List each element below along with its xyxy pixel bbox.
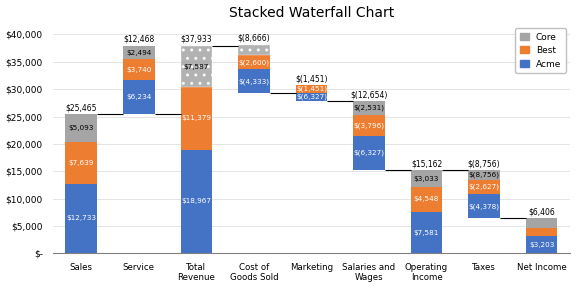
- Bar: [411, 212, 442, 253]
- Text: $(6,327): $(6,327): [354, 150, 385, 156]
- Text: $12,468: $12,468: [123, 35, 154, 44]
- Legend: Core, Best, Acme: Core, Best, Acme: [515, 28, 566, 73]
- Bar: [66, 114, 97, 142]
- Bar: [526, 218, 558, 228]
- Text: $6,406: $6,406: [528, 207, 555, 216]
- Bar: [526, 236, 558, 253]
- Text: $15,162: $15,162: [411, 160, 442, 168]
- Title: Stacked Waterfall Chart: Stacked Waterfall Chart: [229, 5, 394, 20]
- Bar: [238, 45, 270, 55]
- Text: $(4,333): $(4,333): [238, 78, 270, 85]
- Text: $2,494: $2,494: [126, 50, 151, 56]
- Text: $25,465: $25,465: [66, 103, 97, 112]
- Text: $(2,627): $(2,627): [468, 184, 499, 190]
- Text: $37,933: $37,933: [180, 35, 212, 44]
- Text: $11,379: $11,379: [181, 115, 211, 122]
- Bar: [295, 93, 327, 101]
- Bar: [180, 149, 212, 253]
- Text: $(3,796): $(3,796): [354, 122, 385, 129]
- Text: $(8,756): $(8,756): [468, 160, 501, 168]
- Bar: [66, 142, 97, 184]
- Bar: [180, 87, 212, 149]
- Text: $7,639: $7,639: [69, 160, 94, 166]
- Text: $(8,756): $(8,756): [468, 172, 499, 178]
- Text: $3,740: $3,740: [126, 67, 151, 73]
- Text: $(8,666): $(8,666): [237, 34, 270, 43]
- Bar: [411, 187, 442, 212]
- Bar: [66, 184, 97, 253]
- Text: $(6,327): $(6,327): [296, 94, 327, 101]
- Text: $4,548: $4,548: [414, 196, 439, 202]
- Text: $5,093: $5,093: [69, 125, 94, 131]
- Bar: [123, 80, 155, 114]
- Text: $(1,451): $(1,451): [296, 86, 327, 92]
- Bar: [123, 59, 155, 80]
- Bar: [238, 55, 270, 69]
- Text: $18,967: $18,967: [181, 198, 211, 204]
- Text: $7,581: $7,581: [414, 230, 439, 236]
- Bar: [180, 46, 212, 87]
- Bar: [353, 136, 385, 170]
- Text: $12,733: $12,733: [66, 215, 96, 221]
- Bar: [468, 180, 500, 194]
- Text: $(2,531): $(2,531): [354, 105, 385, 111]
- Bar: [353, 101, 385, 115]
- Bar: [123, 46, 155, 59]
- Text: $(4,378): $(4,378): [468, 203, 499, 210]
- Bar: [353, 115, 385, 136]
- Bar: [295, 85, 327, 93]
- Text: $3,203: $3,203: [529, 242, 554, 248]
- Text: $6,234: $6,234: [126, 94, 151, 100]
- Text: $(1,451): $(1,451): [295, 74, 328, 83]
- Text: $(12,654): $(12,654): [350, 90, 388, 99]
- Bar: [238, 69, 270, 93]
- Text: $(2,600): $(2,600): [238, 59, 270, 66]
- Text: $7,587: $7,587: [184, 64, 209, 69]
- Text: $3,033: $3,033: [414, 176, 439, 182]
- Bar: [526, 228, 558, 236]
- Bar: [468, 194, 500, 218]
- Bar: [468, 170, 500, 180]
- Bar: [411, 170, 442, 187]
